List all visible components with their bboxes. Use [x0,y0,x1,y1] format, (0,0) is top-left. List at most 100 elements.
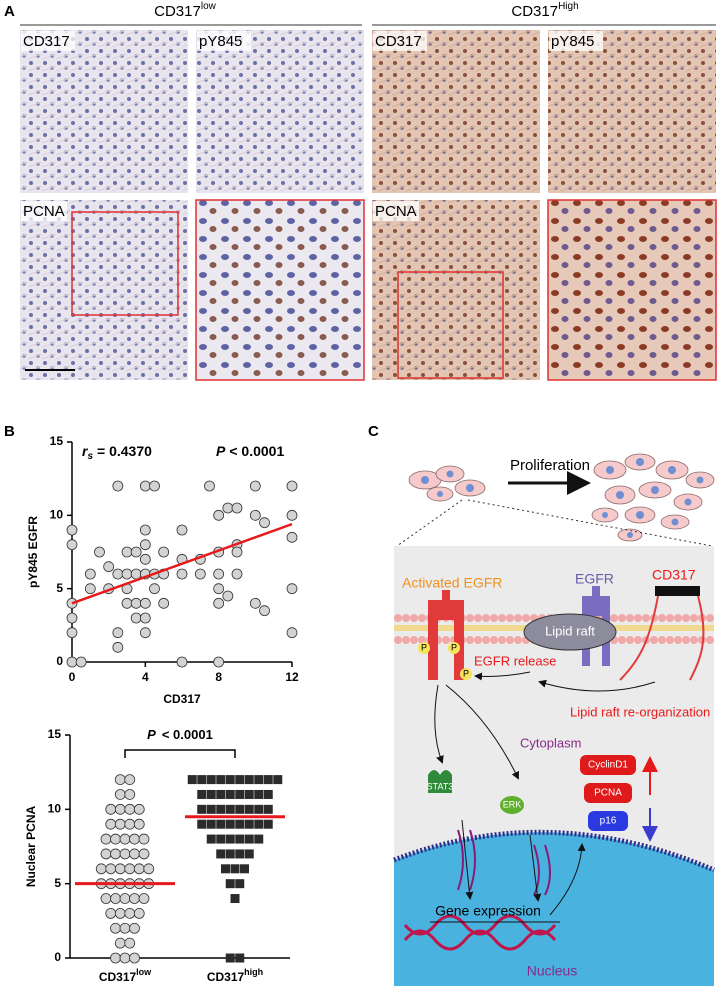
point [213,568,225,580]
point [187,775,197,785]
lipid-head [482,636,490,644]
y-tick-label: 10 [48,802,62,816]
point [216,849,226,859]
point [124,789,136,800]
point [244,819,254,829]
y-tick-label: 10 [50,508,64,522]
label: Nucleus [527,963,578,979]
point [139,553,151,565]
point [216,789,226,799]
point [110,922,121,934]
point [204,480,215,492]
lipid-head [466,636,474,644]
point [244,789,254,799]
point [254,789,264,799]
arrow [434,684,444,764]
point [213,656,225,668]
annotation-subscript: s [87,451,93,462]
label: Activated EGFR [402,575,502,591]
label: ERK [503,799,522,809]
point [249,597,261,609]
point [235,819,245,829]
point [259,517,270,529]
y-tick-label: 15 [50,434,64,448]
point [225,953,235,963]
point [114,818,126,830]
x-tick-label: CD317high [207,967,263,984]
point [197,819,207,829]
x-tick-label: 0 [69,670,76,684]
point [213,597,225,609]
point [66,612,78,624]
cd317-protein [655,586,700,596]
point [176,568,188,580]
lipid-head [474,636,482,644]
point [286,480,298,492]
stain-label: pY845 [199,33,242,50]
point [235,834,245,844]
point [66,627,78,639]
panel-label: C [368,423,379,440]
point [222,502,234,514]
lipid-head [522,614,530,622]
dna [403,914,557,951]
label: CD317 [652,567,696,583]
lipid-head [690,614,698,622]
point [139,597,151,609]
pcna [584,783,632,803]
point [94,546,105,558]
label-bg [21,31,75,51]
label: CyclinD1 [588,760,628,771]
annotation-text: = 0.4370 [97,443,152,459]
point [130,568,142,580]
lipid-head [506,614,514,622]
micrograph-zoom [195,199,365,381]
point [130,612,142,624]
label: STAT3 [427,781,454,791]
point [231,568,243,580]
point [100,833,112,845]
panel-label: A [4,3,15,20]
y-tick-label: 0 [54,950,61,964]
group-header: CD317High [511,1,578,20]
point [221,864,230,874]
lipid-head [506,636,514,644]
point [206,819,216,829]
lipid-head [682,636,690,644]
label: Lipid raft re-organization [570,704,710,719]
phospho-label: P [421,642,427,652]
diagram: Proliferation P P P Activated EGFR EGFR … [393,453,715,986]
point [231,546,243,558]
lipid-head [442,636,450,644]
micrograph [548,30,716,193]
point [213,509,225,521]
arrow [549,843,586,916]
point [235,879,245,889]
point [119,893,131,904]
point [225,879,235,889]
lipid-head [626,614,634,622]
lipid-head [498,614,506,622]
arrow [529,834,542,902]
lipid-head [658,614,666,622]
phospho: P P P [418,642,472,680]
nuclear-membrane [393,829,715,873]
point [216,819,226,829]
y-tick-label: 5 [56,581,63,595]
point [254,804,264,814]
y-tick-label: 5 [54,876,61,890]
point [225,834,235,844]
nuclei [421,458,704,538]
lipid-head [410,614,418,622]
lipid-head [706,614,714,622]
y-axis-label: Nuclear PCNA [24,805,38,887]
micrograph [372,200,540,380]
lipid-head [474,614,482,622]
zoom-line [467,499,713,547]
point [206,775,216,785]
lipid-head [634,636,642,644]
point [114,774,126,785]
point [110,848,121,860]
x-tick-label: 8 [215,670,222,684]
point [100,893,112,904]
